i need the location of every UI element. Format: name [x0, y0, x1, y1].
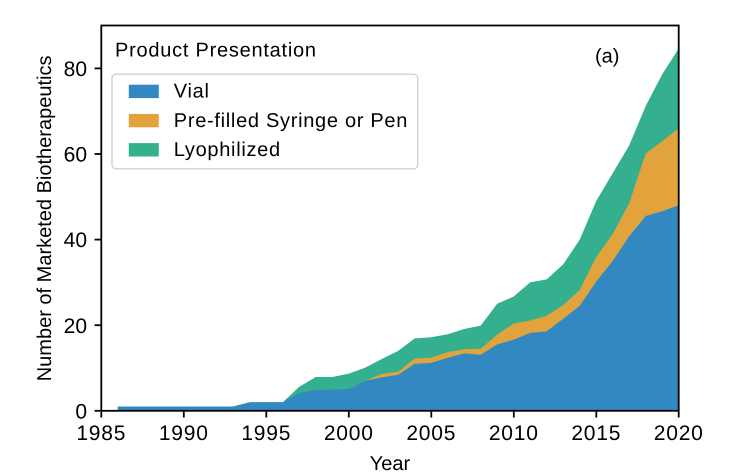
svg-text:2005: 2005	[406, 422, 456, 445]
svg-text:1990: 1990	[159, 422, 209, 445]
svg-text:20: 20	[64, 315, 87, 338]
svg-text:Pre-filled Syringe or Pen: Pre-filled Syringe or Pen	[174, 110, 408, 132]
svg-text:1995: 1995	[241, 422, 291, 445]
svg-text:Product Presentation: Product Presentation	[115, 40, 317, 62]
svg-text:Number of Marketed Biotherapeu: Number of Marketed Biotherapeutics	[34, 56, 56, 382]
svg-text:0: 0	[75, 400, 87, 423]
svg-text:1985: 1985	[76, 422, 126, 445]
svg-text:40: 40	[64, 229, 87, 252]
svg-text:(a): (a)	[595, 46, 619, 68]
svg-text:80: 80	[64, 58, 87, 81]
svg-text:2020: 2020	[654, 422, 704, 445]
svg-text:Lyophilized: Lyophilized	[174, 139, 281, 161]
svg-text:2015: 2015	[571, 422, 621, 445]
svg-text:Vial: Vial	[174, 81, 210, 103]
svg-text:Year: Year	[370, 453, 411, 475]
svg-text:60: 60	[64, 144, 87, 167]
svg-text:2000: 2000	[324, 422, 374, 445]
svg-text:2010: 2010	[489, 422, 539, 445]
